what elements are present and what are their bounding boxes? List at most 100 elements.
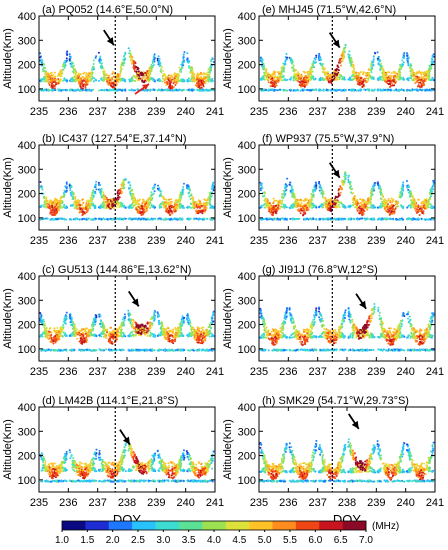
- data-point: [135, 333, 138, 336]
- data-point: [69, 218, 72, 221]
- data-point: [142, 81, 145, 84]
- data-point: [50, 78, 53, 81]
- data-point: [163, 334, 166, 337]
- data-point: [162, 202, 165, 205]
- data-point: [153, 316, 156, 319]
- x-tick-label: 240: [176, 235, 194, 247]
- x-tick-label: 237: [88, 106, 106, 118]
- data-point: [70, 184, 73, 187]
- data-point: [149, 327, 152, 330]
- data-point: [101, 349, 104, 352]
- data-point: [48, 204, 51, 207]
- data-point: [64, 349, 67, 352]
- data-point: [90, 334, 93, 337]
- data-point: [106, 329, 109, 332]
- data-point: [165, 75, 168, 78]
- data-point: [46, 470, 49, 473]
- data-point: [169, 209, 172, 212]
- data-point: [110, 340, 113, 343]
- data-point: [204, 82, 207, 85]
- data-point: [174, 331, 177, 333]
- data-point: [128, 49, 131, 52]
- data-point: [85, 341, 88, 344]
- data-point: [201, 209, 204, 212]
- data-point: [207, 71, 210, 74]
- data-point: [122, 335, 125, 338]
- data-point: [41, 188, 44, 191]
- data-point: [165, 77, 168, 80]
- data-point: [193, 335, 196, 338]
- data-point: [172, 328, 175, 331]
- data-point: [201, 339, 204, 342]
- data-point: [40, 186, 43, 189]
- data-point: [173, 203, 176, 206]
- data-point: [141, 207, 144, 210]
- data-point: [195, 201, 198, 204]
- data-point: [200, 79, 203, 82]
- data-point: [208, 329, 211, 332]
- data-point: [153, 55, 156, 58]
- data-point: [75, 79, 78, 82]
- data-point: [57, 331, 60, 334]
- data-point: [206, 199, 209, 202]
- data-point: [148, 67, 151, 70]
- data-point: [186, 313, 189, 316]
- data-point: [205, 79, 208, 82]
- data-point: [82, 76, 85, 79]
- data-point: [110, 342, 113, 345]
- data-point: [187, 205, 190, 208]
- data-point: [149, 197, 152, 200]
- data-point: [53, 327, 56, 330]
- data-point: [115, 338, 118, 341]
- y-tick-label: 200: [18, 189, 36, 201]
- data-point: [61, 65, 64, 68]
- data-point: [186, 58, 189, 61]
- data-point: [119, 201, 122, 204]
- data-point: [193, 73, 196, 76]
- data-point: [100, 77, 103, 80]
- data-point: [70, 61, 73, 64]
- data-point: [140, 74, 143, 77]
- data-point: [144, 208, 147, 211]
- data-point: [140, 348, 143, 351]
- data-point: [189, 202, 192, 205]
- data-point: [44, 330, 47, 333]
- data-point: [124, 88, 127, 91]
- data-point: [191, 334, 194, 337]
- data-point: [56, 75, 59, 77]
- data-point: [103, 78, 106, 81]
- data-point: [45, 204, 48, 207]
- data-point: [186, 89, 189, 92]
- data-point: [141, 329, 144, 332]
- data-point: [186, 80, 189, 83]
- data-point: [163, 73, 166, 76]
- data-point: [112, 88, 115, 91]
- data-point: [105, 73, 108, 76]
- data-point: [187, 317, 190, 320]
- data-point: [50, 333, 53, 336]
- data-point: [208, 326, 211, 329]
- data-point: [62, 79, 65, 82]
- data-point: [196, 332, 199, 335]
- data-point: [146, 217, 149, 220]
- data-point: [117, 78, 120, 81]
- x-tick-label: 236: [59, 366, 77, 378]
- data-point: [79, 334, 82, 337]
- data-point: [134, 80, 137, 83]
- data-point: [52, 472, 55, 475]
- data-point: [189, 322, 192, 325]
- panel-title: (a) PQ052 (14.6°E,50.0°N): [42, 4, 173, 16]
- data-point: [103, 204, 106, 207]
- data-point: [124, 51, 127, 54]
- data-point: [45, 327, 48, 330]
- data-point: [132, 89, 135, 92]
- data-point: [108, 77, 111, 80]
- data-point: [70, 319, 73, 322]
- data-point: [196, 326, 199, 329]
- data-point: [171, 212, 174, 215]
- data-point: [79, 337, 82, 340]
- data-point: [116, 203, 119, 206]
- data-point: [102, 194, 105, 197]
- data-point: [122, 324, 125, 327]
- data-point: [162, 69, 165, 72]
